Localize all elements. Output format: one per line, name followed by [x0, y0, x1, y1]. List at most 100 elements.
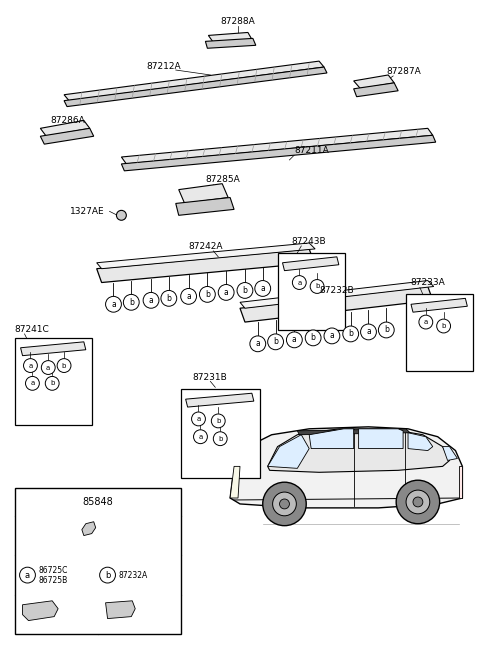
Text: a: a	[260, 284, 265, 293]
Text: b: b	[62, 363, 66, 369]
Polygon shape	[240, 280, 434, 309]
Polygon shape	[40, 128, 94, 144]
Text: a: a	[330, 331, 334, 341]
Text: b: b	[205, 290, 210, 299]
Circle shape	[287, 332, 302, 348]
Polygon shape	[64, 67, 327, 107]
Circle shape	[41, 361, 55, 375]
Polygon shape	[96, 249, 314, 282]
Text: a: a	[255, 339, 260, 348]
Text: a: a	[292, 335, 297, 345]
Circle shape	[100, 567, 116, 583]
Text: b: b	[311, 333, 315, 343]
Circle shape	[437, 319, 451, 333]
Circle shape	[213, 432, 227, 445]
Text: b: b	[242, 286, 247, 295]
Circle shape	[180, 288, 196, 305]
Text: 1327AE: 1327AE	[70, 207, 105, 216]
Text: 87241C: 87241C	[14, 326, 49, 335]
Polygon shape	[443, 447, 457, 460]
Circle shape	[305, 330, 321, 346]
Text: 87242A: 87242A	[189, 242, 223, 252]
Circle shape	[211, 414, 225, 428]
Text: b: b	[105, 571, 110, 580]
Polygon shape	[230, 466, 240, 498]
Text: a: a	[186, 292, 191, 301]
Circle shape	[57, 359, 71, 373]
Text: a: a	[297, 280, 301, 286]
Polygon shape	[64, 61, 324, 101]
Text: a: a	[149, 296, 154, 305]
Polygon shape	[186, 393, 254, 407]
Polygon shape	[205, 39, 256, 48]
Text: b: b	[50, 381, 54, 386]
Polygon shape	[459, 466, 462, 498]
Circle shape	[117, 210, 126, 220]
Polygon shape	[283, 257, 339, 271]
Circle shape	[20, 567, 36, 583]
Polygon shape	[179, 183, 228, 204]
Text: 87212A: 87212A	[146, 62, 181, 71]
Circle shape	[161, 290, 177, 307]
Polygon shape	[268, 429, 450, 472]
Polygon shape	[21, 342, 86, 356]
Circle shape	[106, 296, 121, 312]
Circle shape	[263, 482, 306, 526]
Polygon shape	[408, 433, 433, 451]
Circle shape	[406, 490, 430, 514]
Text: 86725B: 86725B	[38, 576, 68, 584]
Polygon shape	[354, 75, 394, 89]
Text: a: a	[224, 288, 228, 297]
Text: b: b	[273, 337, 278, 346]
Circle shape	[292, 276, 306, 290]
Text: b: b	[442, 323, 446, 329]
Circle shape	[343, 326, 359, 342]
Polygon shape	[176, 198, 234, 215]
Text: a: a	[424, 319, 428, 325]
Polygon shape	[23, 601, 58, 620]
Text: b: b	[129, 298, 134, 307]
Bar	[277, 253, 345, 330]
Polygon shape	[96, 243, 315, 269]
Circle shape	[273, 492, 296, 515]
Polygon shape	[268, 435, 309, 468]
Circle shape	[218, 284, 234, 301]
Polygon shape	[121, 128, 433, 164]
Text: a: a	[198, 434, 203, 440]
Text: b: b	[315, 284, 319, 290]
Polygon shape	[40, 121, 90, 136]
Polygon shape	[230, 427, 462, 508]
Polygon shape	[297, 429, 410, 435]
Circle shape	[192, 412, 205, 426]
Circle shape	[310, 280, 324, 293]
Text: 87288A: 87288A	[221, 17, 255, 26]
Circle shape	[419, 315, 433, 329]
Polygon shape	[309, 429, 354, 449]
Circle shape	[396, 480, 440, 524]
Circle shape	[193, 430, 207, 443]
Bar	[406, 294, 473, 371]
Text: b: b	[348, 329, 353, 339]
Circle shape	[378, 322, 394, 338]
Circle shape	[255, 280, 271, 296]
Text: a: a	[46, 365, 50, 371]
Polygon shape	[240, 286, 433, 322]
Polygon shape	[121, 135, 436, 171]
Polygon shape	[411, 298, 468, 312]
Polygon shape	[106, 601, 135, 618]
Text: 85848: 85848	[82, 497, 113, 507]
Text: 87285A: 87285A	[205, 176, 240, 184]
Text: 87287A: 87287A	[386, 67, 421, 75]
Circle shape	[360, 324, 376, 340]
Text: a: a	[28, 363, 33, 369]
Bar	[14, 488, 180, 635]
Text: b: b	[218, 436, 222, 441]
Text: a: a	[196, 416, 201, 422]
Text: 87286A: 87286A	[50, 116, 85, 125]
Text: 87233A: 87233A	[410, 278, 445, 287]
Text: a: a	[366, 328, 371, 337]
Polygon shape	[208, 33, 252, 43]
Text: 87232B: 87232B	[319, 286, 354, 295]
Bar	[180, 389, 260, 478]
Text: a: a	[111, 300, 116, 309]
